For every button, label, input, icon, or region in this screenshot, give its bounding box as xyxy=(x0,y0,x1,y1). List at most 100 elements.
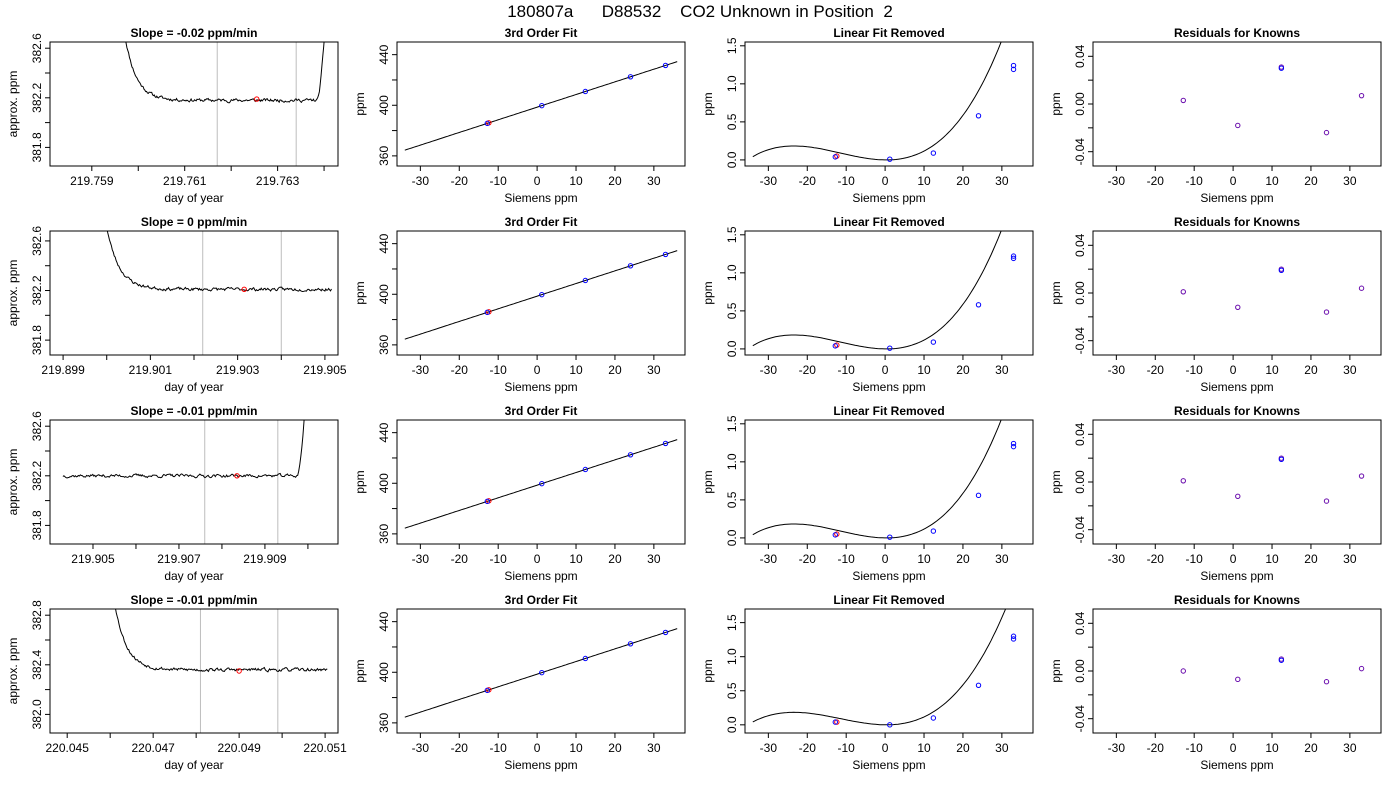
x-tick-label: 30 xyxy=(1343,363,1357,377)
panel-title: Linear Fit Removed xyxy=(833,215,944,229)
y-tick-label: 0.5 xyxy=(725,491,739,508)
data-point xyxy=(930,715,937,721)
x-tick-label: 219.905 xyxy=(71,552,115,566)
x-tick-label: -20 xyxy=(799,174,817,188)
x-axis-label: Siemens ppm xyxy=(504,191,577,205)
y-tick-label: 360 xyxy=(377,146,391,166)
panel-3-1: Slope = -0.01 ppm/min 219.905 219.907 219.9… xyxy=(6,404,339,583)
y-tick-label: 0.0 xyxy=(725,151,739,168)
panel-title: Residuals for Knowns xyxy=(1174,593,1300,607)
data-point xyxy=(627,641,634,647)
y-tick-label: 1.0 xyxy=(725,75,739,92)
data-point xyxy=(975,113,982,119)
data-point xyxy=(1235,122,1241,129)
x-tick-label: 30 xyxy=(995,363,1009,377)
y-axis-label: approx. ppm xyxy=(6,260,20,327)
y-axis-label: ppm xyxy=(701,470,715,493)
data-point xyxy=(582,466,589,473)
x-tick-label: -20 xyxy=(451,552,469,566)
x-tick-label: -20 xyxy=(799,552,817,566)
panel-3-3: Linear Fit Removed -30 -20 -10 0 10 20 30 0.0 0.5… xyxy=(701,404,1034,583)
y-tick-label: 382.8 xyxy=(30,600,44,630)
x-axis-label: day of year xyxy=(164,191,223,205)
data-point xyxy=(1010,62,1017,69)
x-axis-label: Siemens ppm xyxy=(1200,569,1273,583)
plot-area xyxy=(1180,455,1365,504)
y-tick-label: 1.0 xyxy=(725,648,739,665)
y-tick-label: 0.0 xyxy=(725,340,739,357)
page-title: 180807a D88532 CO2 Unknown in Position 2 xyxy=(507,2,893,21)
x-tick-label: 20 xyxy=(608,174,622,188)
y-axis-label: approx. ppm xyxy=(6,449,20,516)
y-tick-label: 0.0 xyxy=(725,716,739,733)
data-point xyxy=(1323,679,1330,685)
plot-area xyxy=(62,420,305,544)
x-tick-label: 10 xyxy=(1265,174,1279,188)
y-tick-label: 0.5 xyxy=(725,113,739,130)
x-axis-label: Siemens ppm xyxy=(1200,191,1273,205)
x-tick-label: -20 xyxy=(1147,741,1165,755)
data-point xyxy=(1278,456,1285,463)
x-tick-label: -10 xyxy=(838,552,856,566)
x-tick-label: -20 xyxy=(451,363,469,377)
y-tick-label: 400 xyxy=(377,662,391,682)
y-tick-label: 440 xyxy=(377,611,391,631)
data-point xyxy=(887,722,893,728)
x-axis-label: Siemens ppm xyxy=(504,380,577,394)
plot-frame xyxy=(1092,230,1382,356)
y-tick-label: 0.0 xyxy=(725,529,739,546)
fit-curve xyxy=(752,609,1007,726)
plot-area xyxy=(404,439,678,529)
data-point xyxy=(1323,309,1330,315)
fit-curve xyxy=(404,61,678,151)
plot-area xyxy=(404,61,678,151)
plot-frame xyxy=(396,230,686,356)
x-tick-label: 10 xyxy=(917,741,931,755)
x-tick-label: 10 xyxy=(1265,741,1279,755)
y-tick-label: 400 xyxy=(377,473,391,493)
data-point xyxy=(539,480,545,487)
data-point xyxy=(1235,493,1241,500)
data-point xyxy=(484,309,490,316)
y-axis-label: ppm xyxy=(1049,92,1063,115)
plot-frame xyxy=(396,608,686,734)
y-axis-label: ppm xyxy=(1049,281,1063,304)
data-point xyxy=(1010,66,1017,73)
trace-line xyxy=(125,42,325,104)
plot-area xyxy=(404,250,678,340)
y-tick-label: 1.5 xyxy=(725,614,739,631)
y-tick-label: 0.04 xyxy=(1073,233,1087,257)
y-tick-label: 440 xyxy=(377,44,391,64)
x-tick-label: 30 xyxy=(647,174,661,188)
x-axis-label: Siemens ppm xyxy=(852,380,925,394)
y-tick-label: 382.6 xyxy=(30,411,44,441)
data-point xyxy=(1235,676,1241,683)
y-tick-label: 0.00 xyxy=(1073,659,1087,683)
y-axis-label: ppm xyxy=(1049,470,1063,493)
x-axis-label: Siemens ppm xyxy=(504,569,577,583)
panel-4-1: Slope = -0.01 ppm/min 220.045 220.047 220.0… xyxy=(6,593,347,772)
panel-title: Residuals for Knowns xyxy=(1174,215,1300,229)
panel-title: 3rd Order Fit xyxy=(505,404,578,418)
panel-title: Linear Fit Removed xyxy=(833,26,944,40)
data-point xyxy=(234,473,240,479)
y-tick-label: 381.8 xyxy=(30,325,44,355)
y-tick-label: 360 xyxy=(377,713,391,733)
y-tick-label: 0.00 xyxy=(1073,470,1087,494)
x-tick-label: 10 xyxy=(1265,552,1279,566)
data-point xyxy=(582,655,589,662)
y-axis-label: ppm xyxy=(353,470,367,493)
fit-curve xyxy=(752,42,1002,161)
panel-title: Slope = -0.01 ppm/min xyxy=(130,593,257,607)
panel-title: Linear Fit Removed xyxy=(833,593,944,607)
x-tick-label: 0 xyxy=(882,363,889,377)
y-axis-label: ppm xyxy=(701,659,715,682)
y-axis-label: approx. ppm xyxy=(6,638,20,705)
y-tick-label: 440 xyxy=(377,422,391,442)
fit-curve xyxy=(752,420,1002,539)
data-point xyxy=(241,286,247,292)
panel-3-4: Residuals for Knowns -30 -20 -10 0 10 20 30 -0.0… xyxy=(1049,404,1382,583)
data-point xyxy=(662,251,669,258)
data-point xyxy=(1278,657,1285,663)
y-axis-label: ppm xyxy=(353,659,367,682)
